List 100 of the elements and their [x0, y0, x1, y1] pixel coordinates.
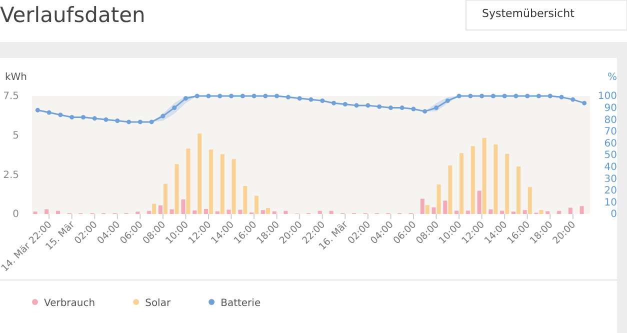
bar [488, 209, 493, 214]
point [377, 104, 382, 109]
point [411, 106, 416, 112]
y2-tick-label: 80 [604, 114, 617, 126]
point [308, 97, 314, 102]
point [206, 94, 211, 98]
point [548, 94, 552, 98]
point [274, 94, 280, 98]
bar [243, 186, 248, 214]
bar [454, 210, 459, 214]
bar [232, 159, 236, 214]
bar [505, 154, 510, 214]
legend-label: Verbrauch [44, 298, 96, 309]
bar [44, 209, 49, 214]
bar [436, 184, 441, 214]
bar [466, 210, 470, 214]
bar [443, 200, 448, 214]
bar [460, 153, 464, 214]
point [160, 114, 166, 118]
bar [425, 205, 430, 214]
bar [192, 210, 197, 214]
y2-tick-label: 30 [604, 174, 617, 185]
point [58, 112, 63, 118]
y2-tick-label: 50 [604, 150, 617, 162]
y2-axis-title: % [607, 72, 617, 83]
point [149, 120, 154, 124]
bar [56, 210, 60, 214]
point [80, 114, 86, 120]
point [104, 117, 108, 122]
bar [198, 133, 202, 214]
bar [158, 205, 162, 214]
point [229, 94, 234, 98]
point [570, 97, 576, 102]
bar [152, 204, 156, 214]
y2-tick-label: 40 [604, 162, 617, 173]
point [480, 94, 484, 98]
point [559, 94, 564, 100]
point [126, 120, 132, 124]
bar [477, 190, 482, 214]
point [286, 94, 290, 100]
bar [522, 210, 527, 214]
point [468, 94, 473, 98]
y-tick-label: 5 [12, 130, 19, 142]
point [252, 94, 256, 98]
bar [170, 209, 174, 214]
legend-label: Batterie [220, 298, 261, 309]
point [502, 94, 507, 98]
legend-label: Solar [145, 298, 172, 309]
y2-tick-label: 20 [604, 186, 617, 197]
point [434, 106, 439, 110]
point [240, 94, 245, 98]
bar [254, 196, 259, 214]
point [115, 118, 120, 124]
y2-tick-label: 90 [604, 103, 617, 114]
point [400, 106, 404, 110]
point [456, 94, 462, 98]
bar [204, 208, 208, 214]
bar [448, 165, 452, 214]
bar [568, 208, 572, 214]
point [354, 103, 359, 108]
y-tick-label: 2.5 [3, 170, 19, 181]
y2-tick-label: 0 [610, 209, 617, 220]
point [422, 109, 428, 114]
bar [539, 210, 544, 214]
point [366, 103, 370, 108]
bar [260, 210, 265, 214]
point [263, 94, 268, 98]
y-tick-label: 0 [12, 209, 19, 220]
point [70, 114, 74, 120]
bar [329, 210, 334, 214]
point [342, 102, 348, 107]
point [46, 110, 52, 115]
bar [500, 210, 504, 214]
point [332, 100, 336, 106]
point [514, 94, 518, 98]
bar [238, 210, 242, 214]
text: Systemübersicht [482, 7, 576, 20]
point [218, 94, 222, 98]
y-tick-label: 7.5 [3, 91, 19, 102]
bar [272, 211, 276, 214]
bar [226, 210, 231, 214]
bar [580, 206, 584, 214]
bar [209, 149, 214, 214]
chart-title: Verlaufsdaten [0, 3, 146, 27]
bar [163, 184, 168, 214]
y2-tick-label: 70 [604, 126, 617, 138]
point [172, 106, 177, 110]
bar [215, 211, 220, 214]
bar [318, 210, 322, 214]
bar [284, 210, 288, 214]
y2-tick-label: 10 [604, 197, 617, 208]
point [388, 106, 393, 110]
y2-tick-label: 100 [598, 91, 617, 102]
bar [181, 199, 186, 214]
bar [528, 187, 532, 214]
point [183, 96, 188, 101]
bar [147, 210, 152, 214]
point [35, 108, 40, 112]
bar [420, 198, 424, 214]
point [297, 96, 302, 101]
